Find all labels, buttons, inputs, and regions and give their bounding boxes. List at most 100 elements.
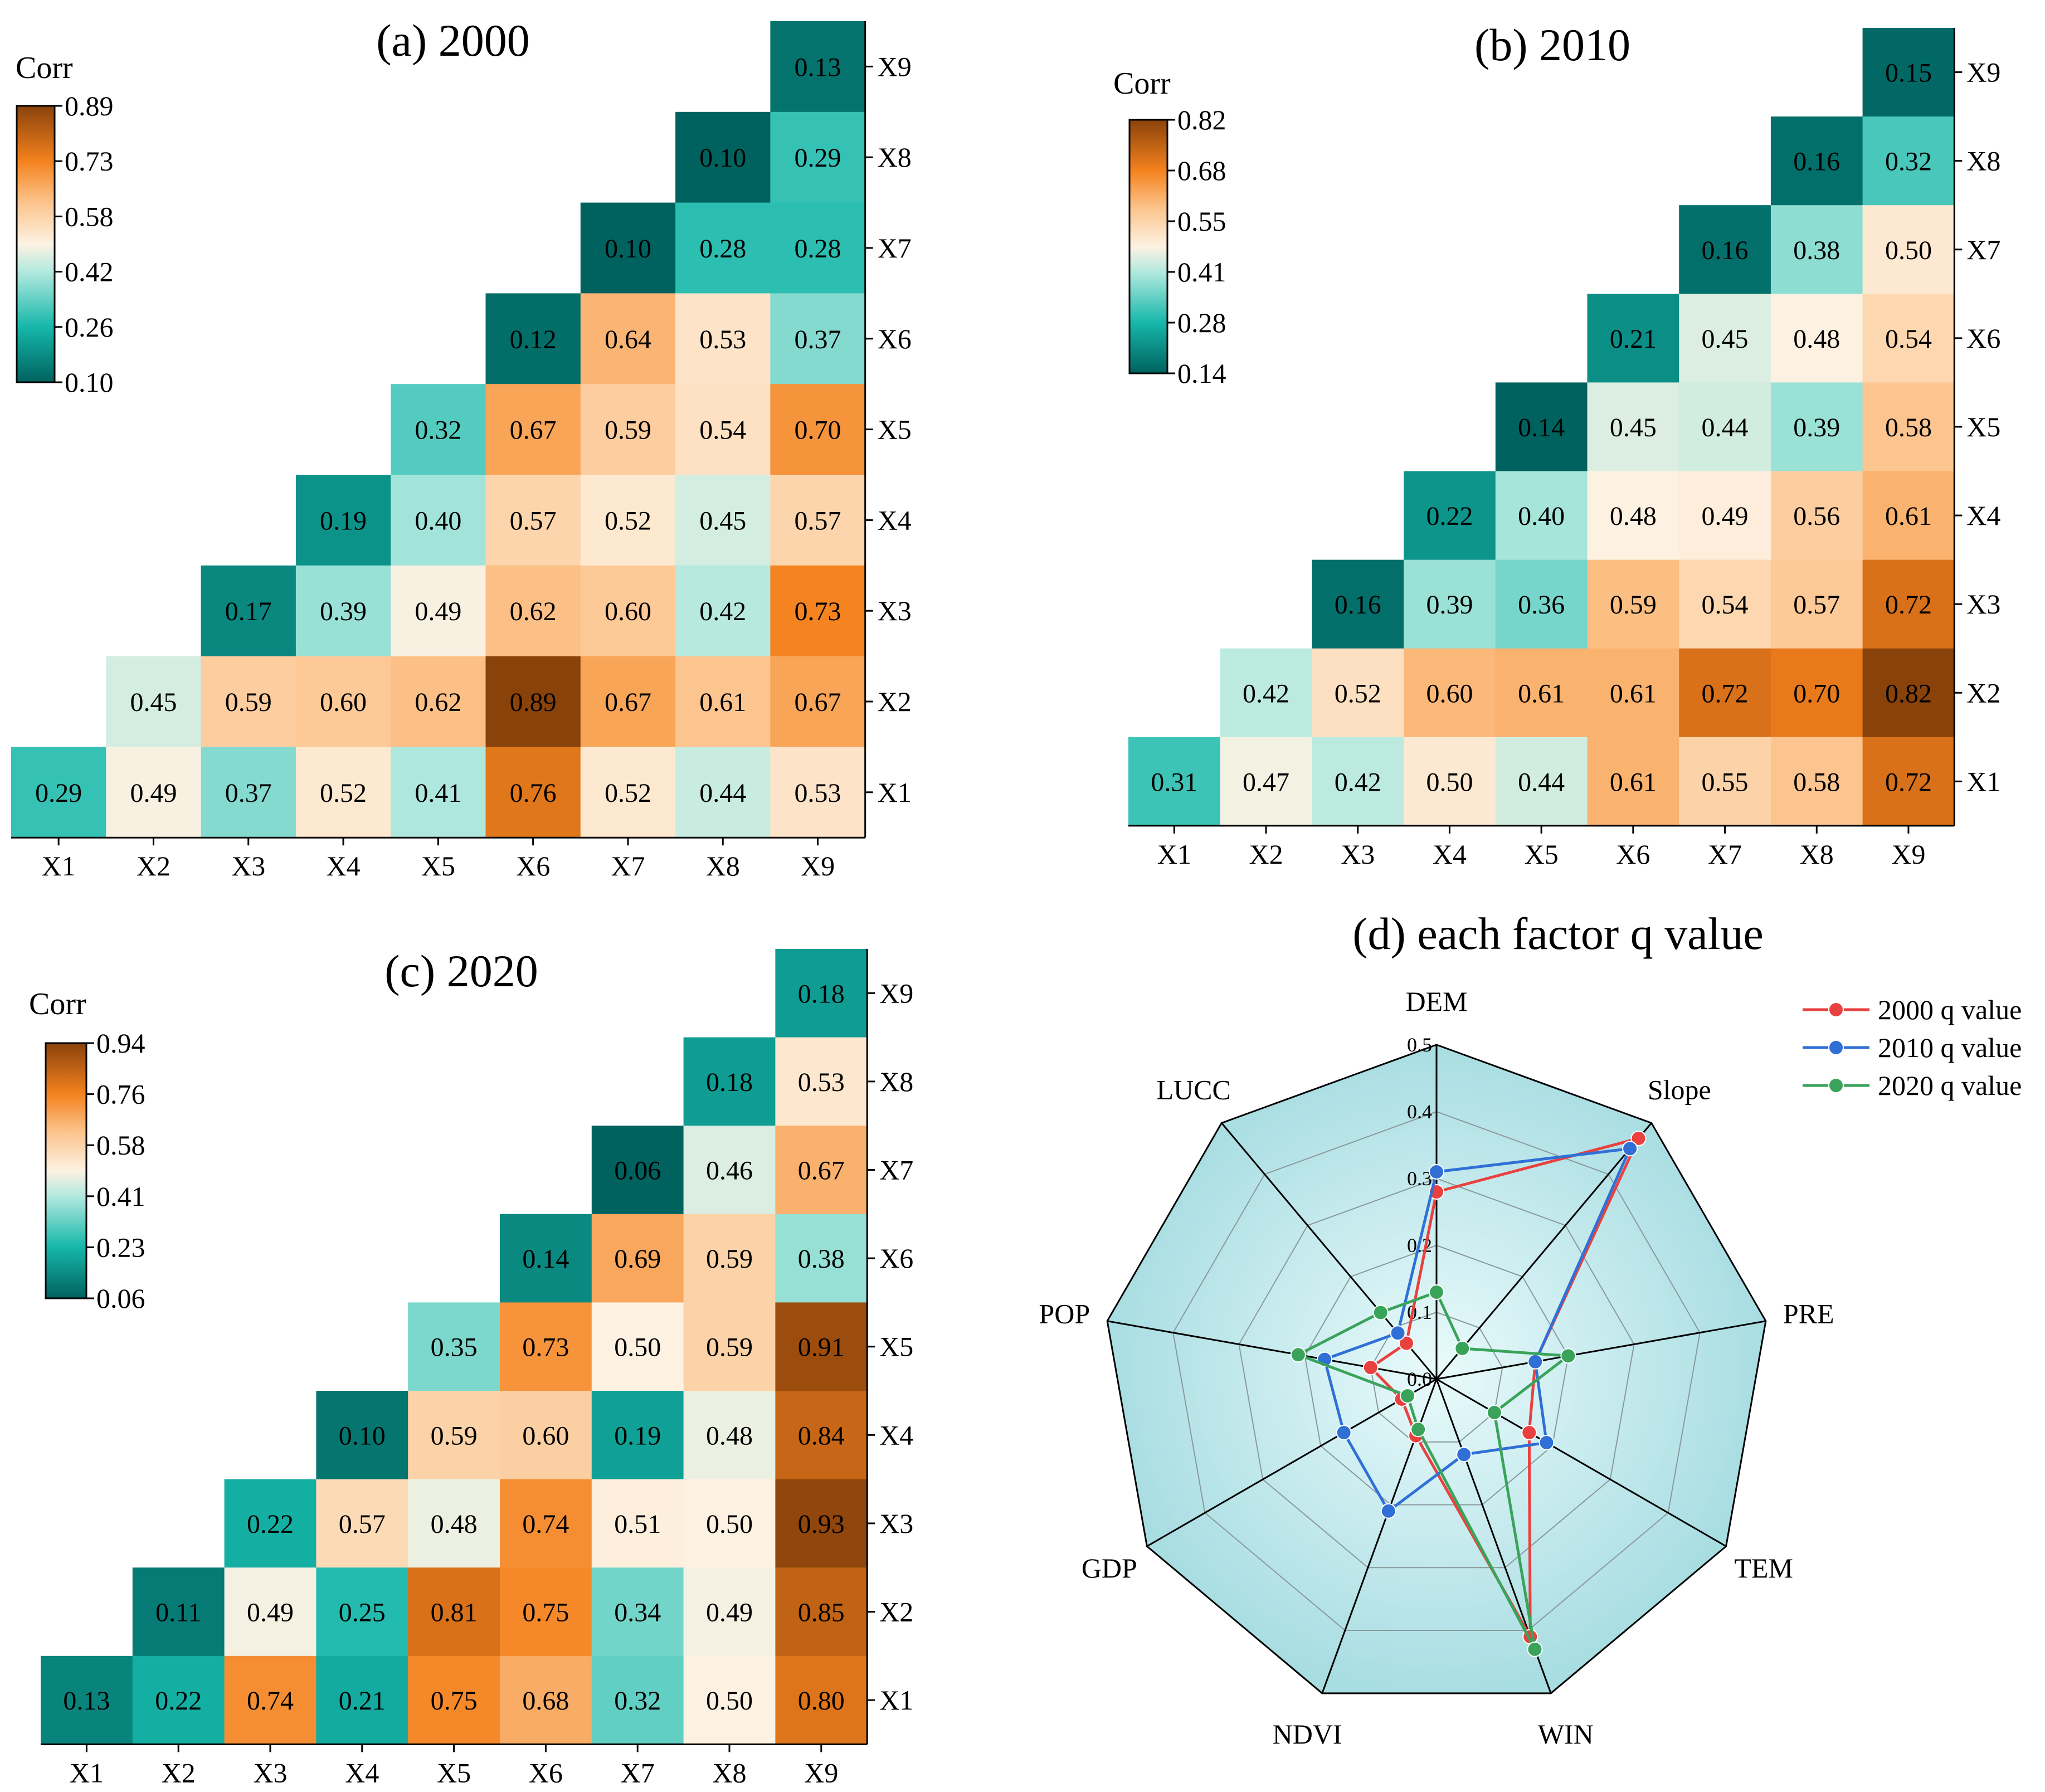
x-tick-label: X6 [516, 850, 550, 882]
heatmap-cell-value: 0.48 [1793, 324, 1840, 354]
heatmap-cell-value: 0.44 [1518, 767, 1565, 797]
heatmap-cell [1862, 648, 1955, 738]
heatmap-cell-value: 0.89 [510, 688, 557, 717]
radar-point [1622, 1141, 1638, 1157]
heatmap-cell-value: 0.56 [1793, 501, 1840, 531]
heatmap-cell [683, 1302, 776, 1391]
y-tick-label: X6 [1966, 323, 2000, 354]
heatmap-cell-value: 0.75 [431, 1686, 478, 1716]
radar-axis-label: PRE [1783, 1298, 1834, 1329]
y-tick-label: X5 [1966, 411, 2000, 442]
heatmap-cell [391, 475, 486, 566]
panel-c-colorbar-ticks: 0.94 0.76 0.58 0.41 0.23 0.06 [86, 1028, 145, 1314]
x-tick-label: X4 [326, 850, 360, 882]
heatmap-cell [485, 384, 581, 475]
heatmap-cell-value: 0.80 [798, 1686, 845, 1716]
heatmap-cell [1679, 471, 1771, 561]
radar-point [1486, 1405, 1502, 1420]
x-tick-label: X3 [231, 850, 265, 882]
heatmap-cell-value: 0.49 [247, 1598, 294, 1628]
heatmap-cell-value: 0.54 [1702, 590, 1749, 620]
heatmap-cell-value: 0.40 [1518, 501, 1565, 531]
panel-a-cells: 0.13 0.10 0.29 0.10 0.28 0.28 0.12 0.64 0.53 0.37… [11, 21, 912, 882]
radar-series [1290, 1284, 1576, 1657]
heatmap-cell [580, 656, 676, 747]
y-tick-label: X3 [878, 595, 912, 626]
heatmap-cell [316, 1655, 408, 1745]
heatmap-cell [1679, 382, 1771, 472]
heatmap-cell [770, 747, 866, 838]
y-tick-label: X2 [879, 1596, 913, 1628]
colorbar-tick-label: 0.58 [65, 201, 114, 232]
heatmap-cell [1770, 382, 1863, 472]
heatmap-cell-value: 0.39 [1793, 413, 1840, 442]
heatmap-cell-value: 0.93 [798, 1509, 845, 1539]
radar-tick-label: 0.4 [1407, 1100, 1432, 1123]
heatmap-cell [1862, 116, 1955, 206]
heatmap-cell-value: 0.17 [225, 597, 272, 626]
heatmap-cell [770, 111, 866, 203]
heatmap-cell-value: 0.70 [795, 416, 841, 445]
heatmap-cell [1679, 737, 1771, 826]
heatmap-cell-value: 0.35 [431, 1333, 478, 1362]
radar-point [1362, 1360, 1379, 1376]
heatmap-cell-value: 0.11 [155, 1598, 201, 1628]
heatmap-cell [1404, 471, 1496, 561]
legend-label: 2000 q value [1878, 994, 2022, 1025]
radar-panel: (d) each factor q value 0.00.10.20.30.40… [1039, 908, 2022, 1750]
radar-point [1390, 1325, 1406, 1341]
colorbar-tick-label: 0.89 [65, 90, 114, 121]
heatmap-cell [770, 202, 866, 294]
legend-marker [1828, 1078, 1844, 1093]
radar-point [1454, 1340, 1471, 1356]
heatmap-cell [391, 384, 486, 475]
heatmap-cell-value: 0.25 [339, 1598, 386, 1628]
heatmap-cell [775, 1479, 868, 1568]
heatmap-cell-value: 0.28 [795, 234, 841, 264]
heatmap-cell [295, 656, 391, 747]
colorbar-tick-label: 0.28 [1177, 307, 1226, 338]
heatmap-cell-value: 0.06 [614, 1156, 661, 1186]
heatmap-cell-value: 0.19 [614, 1421, 661, 1450]
x-tick-label: X2 [137, 850, 171, 882]
heatmap-cell-value: 0.18 [706, 1068, 753, 1097]
heatmap-cell [1587, 382, 1679, 472]
heatmap-cell [485, 656, 581, 747]
heatmap-cell-value: 0.29 [35, 778, 82, 808]
radar-point [1560, 1348, 1576, 1364]
heatmap-cell [224, 1479, 317, 1568]
heatmap-cell-value: 0.48 [1610, 501, 1657, 531]
heatmap-cell-value: 0.12 [510, 325, 557, 354]
heatmap-cell [408, 1391, 500, 1480]
heatmap-cell [775, 1037, 868, 1126]
heatmap-cell-value: 0.44 [699, 778, 746, 808]
heatmap-cell-value: 0.73 [795, 597, 841, 626]
heatmap-cell-value: 0.34 [614, 1598, 661, 1628]
x-tick-label: X1 [70, 1757, 104, 1788]
heatmap-cell-value: 0.15 [1885, 59, 1932, 88]
heatmap-cell-value: 0.38 [1793, 236, 1840, 265]
legend-marker [1828, 1040, 1844, 1055]
heatmap-cell-value: 0.52 [605, 506, 651, 535]
heatmap-cell [316, 1391, 408, 1480]
heatmap-cell-value: 0.59 [225, 688, 272, 717]
heatmap-cell [224, 1655, 317, 1745]
heatmap-cell-value: 0.67 [605, 688, 651, 717]
heatmap-cell-value: 0.53 [795, 778, 841, 808]
heatmap-cell [1495, 559, 1588, 649]
radar-point [1372, 1304, 1389, 1321]
y-tick-label: X1 [1966, 766, 2000, 797]
heatmap-cell [675, 384, 771, 475]
heatmap-cell-value: 0.21 [1610, 324, 1657, 354]
heatmap-cell-value: 0.62 [415, 688, 461, 717]
heatmap-cell [485, 565, 581, 657]
heatmap-cell [580, 384, 676, 475]
radar-point [1380, 1503, 1396, 1519]
heatmap-cell [1770, 648, 1863, 738]
heatmap-cell-value: 0.32 [415, 416, 461, 445]
heatmap-cell [683, 1037, 776, 1126]
heatmap-cell [295, 565, 391, 657]
x-tick-label: X6 [529, 1757, 563, 1788]
heatmap-cell-value: 0.84 [798, 1421, 845, 1450]
heatmap-cell [391, 656, 486, 747]
